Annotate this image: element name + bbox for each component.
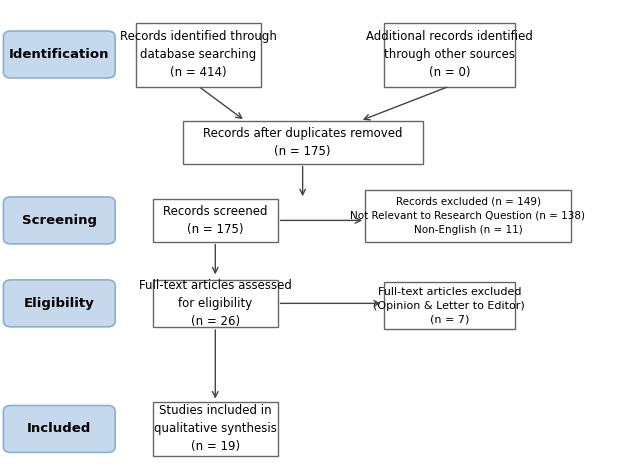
FancyBboxPatch shape [4, 197, 115, 244]
Text: Identification: Identification [9, 48, 110, 61]
Text: Records screened
(n = 175): Records screened (n = 175) [163, 205, 268, 236]
FancyBboxPatch shape [4, 31, 115, 78]
Text: Included: Included [27, 422, 91, 436]
FancyBboxPatch shape [153, 280, 278, 327]
Text: Records excluded (n = 149)
Not Relevant to Research Question (n = 138)
Non-Engli: Records excluded (n = 149) Not Relevant … [351, 197, 585, 235]
FancyBboxPatch shape [384, 23, 515, 87]
Text: Eligibility: Eligibility [24, 297, 95, 310]
Text: Full-text articles excluded
(Opinion & Letter to Editor)
(n = 7): Full-text articles excluded (Opinion & L… [373, 287, 525, 325]
Text: Full-text articles assessed
for eligibility
(n = 26): Full-text articles assessed for eligibil… [139, 279, 291, 328]
Text: Screening: Screening [22, 214, 97, 227]
Text: Records identified through
database searching
(n = 414): Records identified through database sear… [120, 30, 277, 79]
FancyBboxPatch shape [384, 282, 515, 329]
FancyBboxPatch shape [153, 199, 278, 242]
FancyBboxPatch shape [4, 280, 115, 327]
FancyBboxPatch shape [182, 121, 423, 164]
Text: Additional records identified
through other sources
(n = 0): Additional records identified through ot… [366, 30, 533, 79]
FancyBboxPatch shape [136, 23, 261, 87]
Text: Records after duplicates removed
(n = 175): Records after duplicates removed (n = 17… [203, 127, 402, 158]
FancyBboxPatch shape [365, 190, 571, 242]
FancyBboxPatch shape [153, 402, 278, 456]
Text: Studies included in
qualitative synthesis
(n = 19): Studies included in qualitative synthesi… [154, 404, 276, 454]
FancyBboxPatch shape [4, 405, 115, 452]
